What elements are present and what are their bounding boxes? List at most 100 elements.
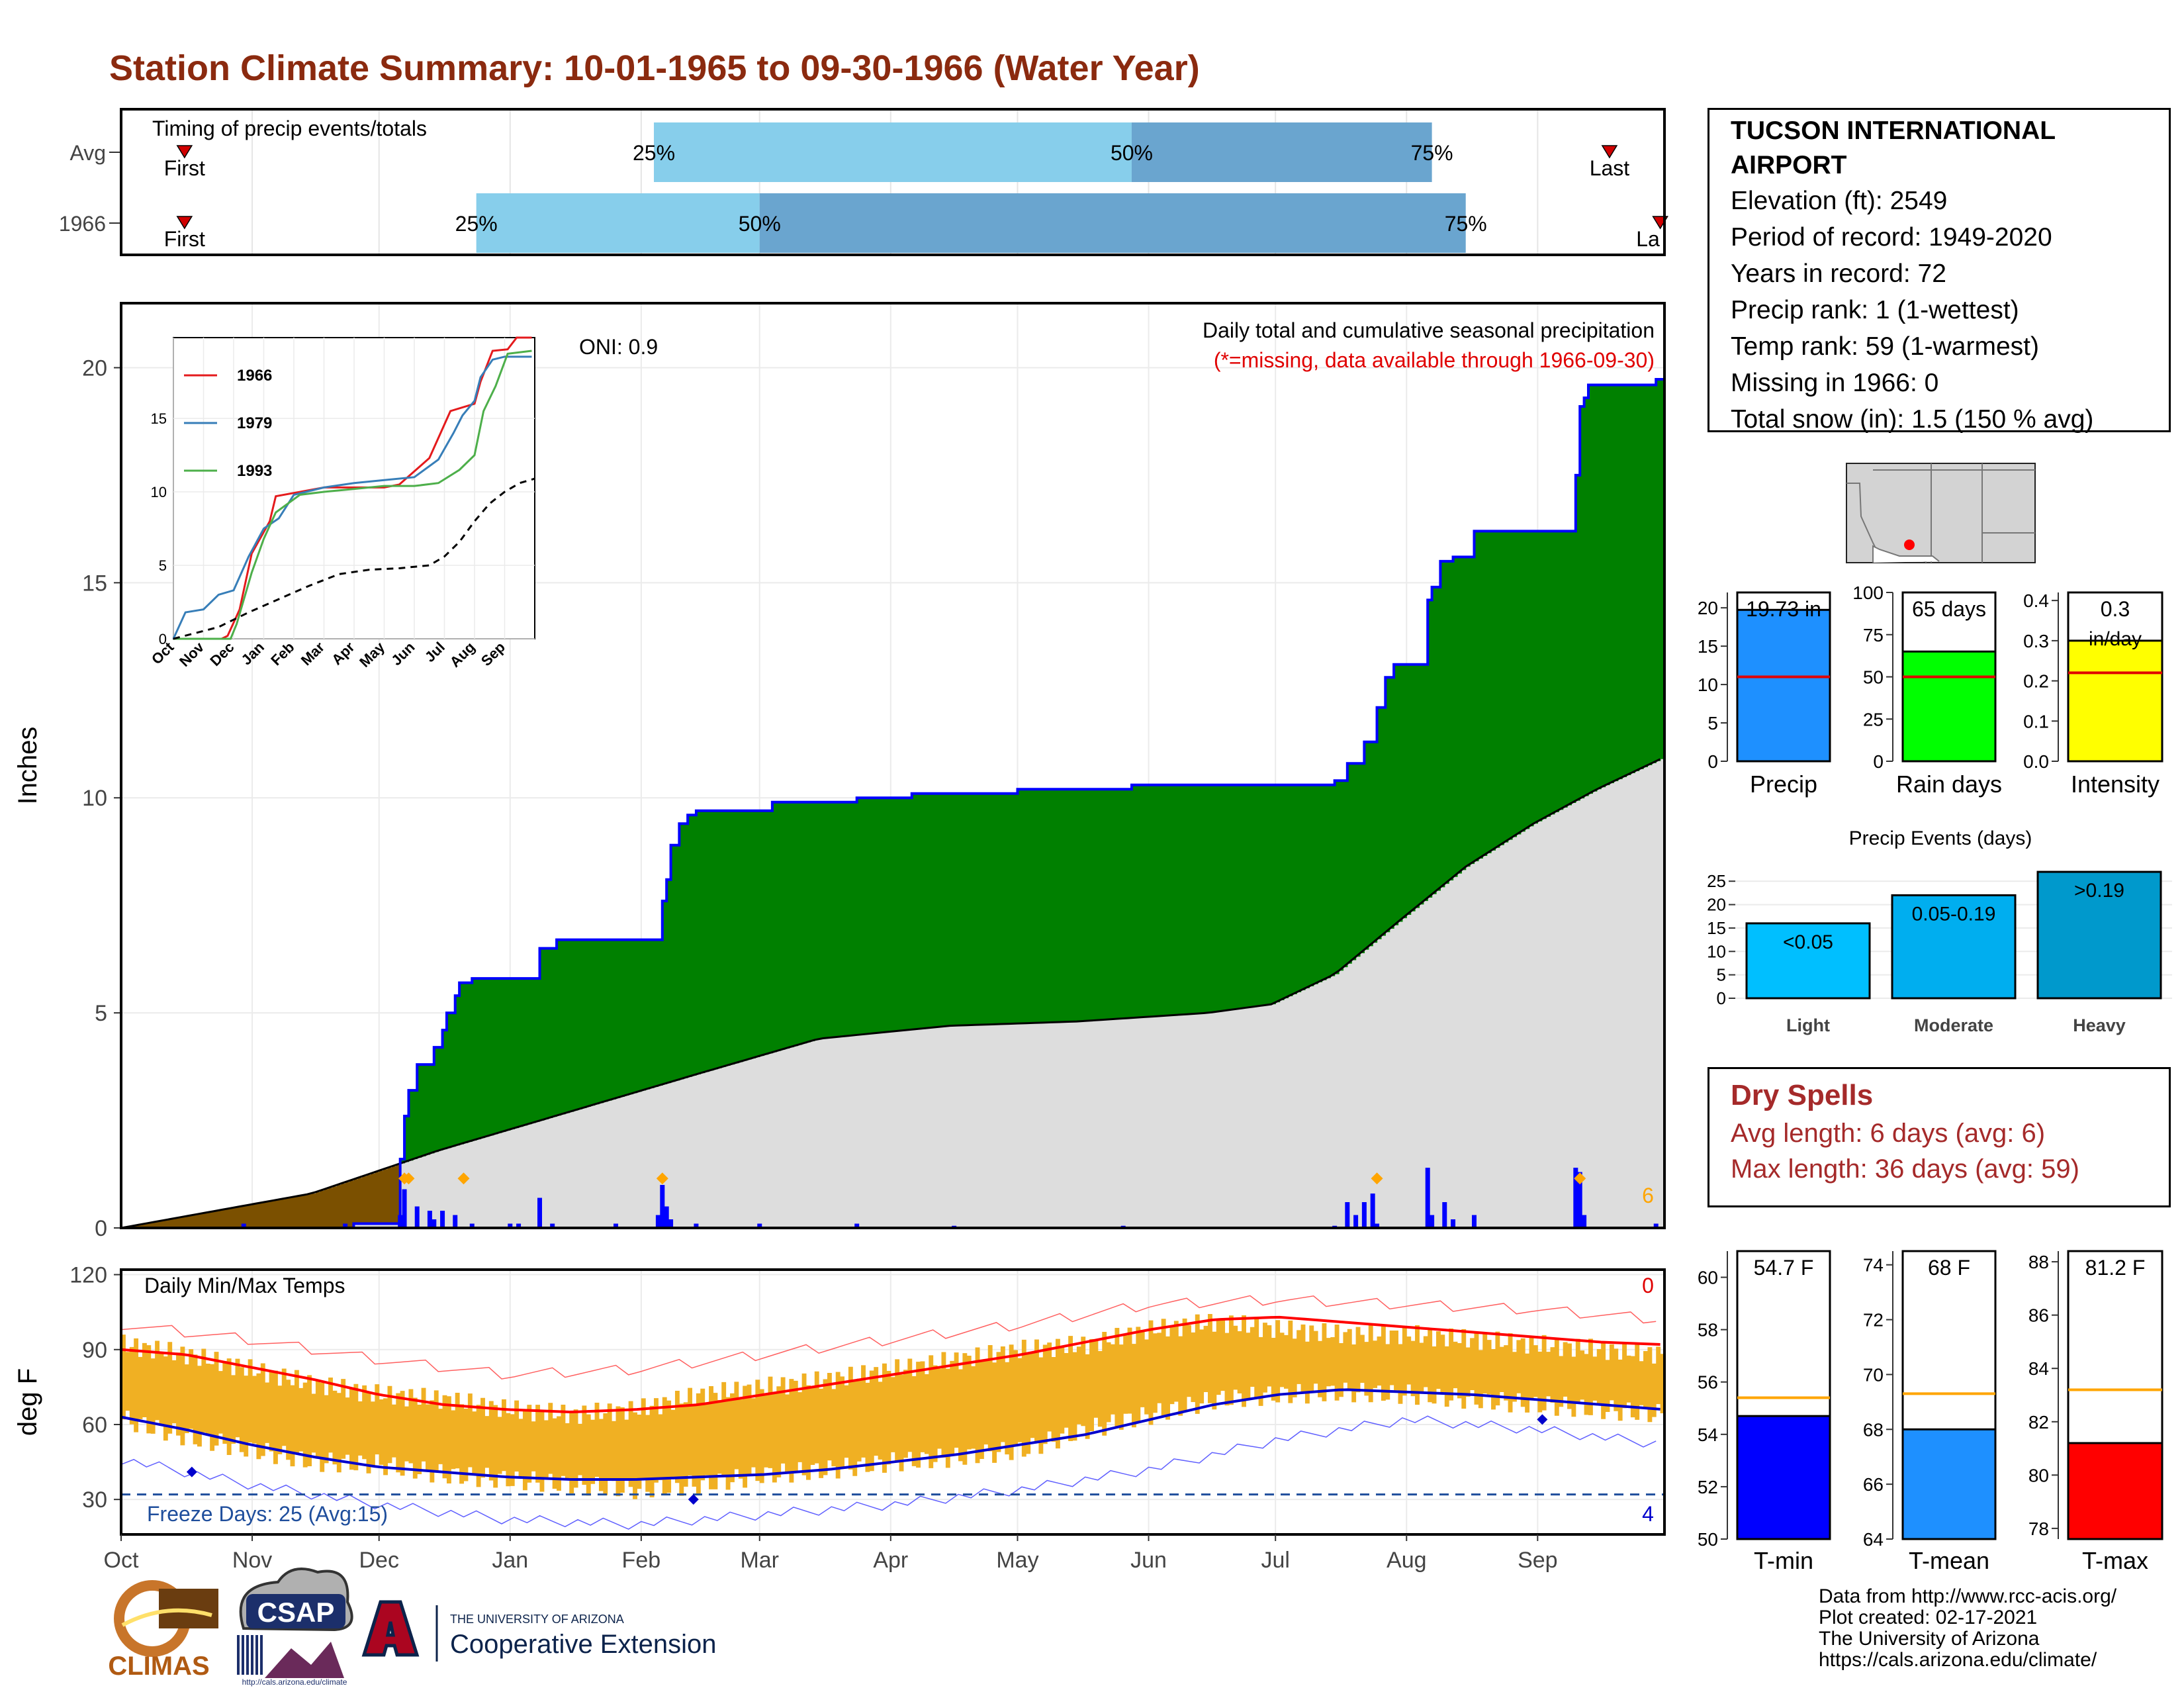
summary-ytick-label: 54: [1698, 1425, 1718, 1445]
station-elevation: Elevation (ft): 2549: [1731, 187, 1948, 215]
csap-mountain-icon: [265, 1642, 344, 1678]
summary-value-label: 81.2 F: [2085, 1256, 2146, 1280]
daily-precip-bar: [664, 1206, 669, 1228]
obs-cumulative-line: [121, 378, 1664, 1229]
inset-line-1979: [172, 355, 532, 639]
precip-ylabel: Inches: [13, 727, 42, 805]
summary-ytick-label: 64: [1863, 1529, 1884, 1550]
timing-pct-label: 25%: [633, 141, 675, 165]
summary-label: Intensity: [2071, 771, 2160, 798]
station-name: TUCSON INTERNATIONAL AIRPORT: [1731, 117, 2056, 179]
summary-ytick-label: 0.3: [2023, 631, 2049, 651]
credit-data-source: Data from http://www.rcc-acis.org/: [1819, 1585, 2117, 1607]
summary-value-label: 65 days: [1912, 597, 1986, 621]
summary-ytick-label: 70: [1863, 1364, 1884, 1385]
daily-precip-bar: [1653, 1223, 1659, 1228]
summary-ytick-label: 0.1: [2023, 711, 2049, 731]
events-bar: [1745, 922, 1871, 1000]
avg-cumulative-area: [121, 759, 1664, 1228]
temp-panel-frame: [120, 1268, 1666, 1536]
locator-map: [1846, 463, 2036, 563]
oni-label: ONI: 0.9: [579, 335, 658, 359]
daily-precip-bar: [1370, 1194, 1375, 1228]
climas-logo: CLIMAS: [108, 1580, 218, 1681]
inset-line-avg: [173, 477, 535, 640]
summary-ytick-label: 50: [1698, 1529, 1718, 1550]
cold-marker-icon: [1537, 1414, 1548, 1425]
temp-xtick-label: Oct: [104, 1548, 139, 1573]
cold-marker-icon: [688, 1494, 699, 1505]
precip-ytick-label: 15: [82, 571, 107, 596]
events-bar: [1891, 894, 2017, 1000]
daily-precip-bar: [440, 1211, 445, 1228]
summary-value-bar: [1901, 1428, 1997, 1540]
inset-legend-label: 1966: [237, 367, 272, 385]
temp-xtick-label: Dec: [359, 1548, 398, 1573]
ua-big-text: Cooperative Extension: [450, 1630, 716, 1659]
summary-ytick-label: 58: [1698, 1320, 1718, 1340]
summary-ytick-label: 80: [2028, 1465, 2049, 1485]
avg-tmin-line: [120, 1388, 1661, 1481]
daily-precip-bar: [1425, 1168, 1430, 1228]
daily-precip-bar: [1573, 1168, 1578, 1228]
events-bar-label: <0.05: [1783, 931, 1833, 953]
daily-precip-bar: [660, 1185, 665, 1228]
temp-ylabel: deg F: [13, 1368, 42, 1436]
credit-plot-date: Plot created: 02-17-2021: [1819, 1607, 2038, 1628]
daily-precip-bar: [427, 1211, 432, 1228]
station-snow: Total snow (in): 1.5 (150 % avg): [1731, 405, 2094, 434]
map-mexico: [1872, 545, 1940, 563]
last-label: Last: [1590, 156, 1630, 180]
inset-ytick-label: 0: [159, 631, 167, 647]
last-label: La: [1636, 227, 1660, 251]
daily-precip-bar: [1353, 1215, 1359, 1228]
summary-label: T-max: [2082, 1547, 2148, 1574]
daily-precip-bar: [1582, 1215, 1587, 1228]
timing-bar-q1: [654, 122, 1132, 182]
inset-ytick-label: 5: [159, 557, 167, 574]
climas-graph-icon: [159, 1589, 218, 1628]
daily-precip-bar: [453, 1215, 458, 1228]
page-title: Station Climate Summary: 10-01-1965 to 0…: [109, 48, 1200, 88]
daily-precip-bar: [241, 1223, 246, 1228]
csap-badge: [246, 1594, 345, 1628]
freeze-label: Freeze Days: 25 (Avg:15): [147, 1502, 388, 1526]
daily-precip-bar: [516, 1223, 522, 1228]
precip-ytick-label: 0: [95, 1216, 107, 1241]
temp-ytick-label: 30: [82, 1487, 107, 1513]
timing-bar-q2: [1131, 122, 1432, 182]
summary-ytick-label: 82: [2028, 1412, 2049, 1432]
dry-spells-max: Max length: 36 days (avg: 59): [1731, 1154, 2079, 1184]
precip-panel-frame: [120, 302, 1666, 1229]
inset-line-1966: [173, 336, 532, 640]
inset-legend-label: 1979: [237, 414, 272, 432]
daily-precip-bar: [694, 1223, 699, 1228]
events-category-label: Light: [1786, 1015, 1830, 1035]
summary-ytick-label: 52: [1698, 1477, 1718, 1497]
first-label: First: [164, 156, 205, 180]
daily-precip-bar: [668, 1219, 674, 1228]
timing-row-label: Avg: [69, 141, 106, 165]
summary-ytick-label: 0: [1873, 751, 1884, 772]
station-period: Period of record: 1949-2020: [1731, 223, 2052, 252]
station-info-box: TUCSON INTERNATIONAL AIRPORT Elevation (…: [1707, 108, 2171, 434]
daily-precip-bar: [1430, 1215, 1435, 1228]
temp-xtick-label: Apr: [873, 1548, 908, 1573]
daily-precip-bar: [432, 1219, 437, 1228]
summary-ytick-label: 72: [1863, 1310, 1884, 1331]
inset-legend-label: 1993: [237, 462, 272, 480]
daily-precip-bar: [757, 1223, 762, 1228]
temp-xtick-label: Jan: [492, 1548, 528, 1573]
temp-ytick-label: 60: [82, 1413, 107, 1438]
timing-bar-q2: [759, 193, 1466, 253]
daily-precip-bar: [1471, 1215, 1477, 1228]
timing-panel-frame: [120, 108, 1666, 256]
precip-subtitle: (*=missing, data available through 1966-…: [1214, 348, 1655, 372]
daily-precip-bar: [398, 1215, 403, 1228]
summary-ytick-label: 100: [1852, 583, 1884, 603]
summary-ytick-label: 88: [2028, 1252, 2049, 1272]
temp-xtick-label: Jun: [1130, 1548, 1167, 1573]
summary-label: T-min: [1754, 1547, 1813, 1574]
inset-line-1993: [173, 350, 532, 640]
